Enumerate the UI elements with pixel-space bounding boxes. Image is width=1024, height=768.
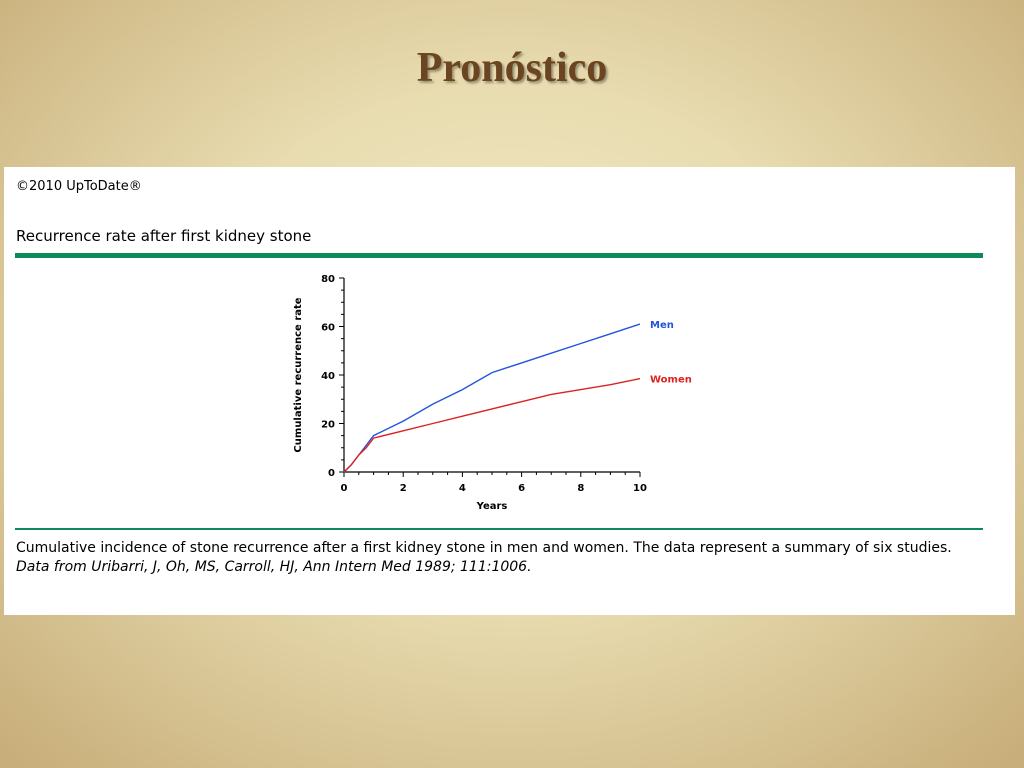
x-tick-label: 2 — [400, 483, 407, 494]
y-tick-label: 80 — [321, 274, 335, 285]
x-tick-label: 4 — [459, 483, 466, 494]
series-line-women — [343, 377, 641, 473]
y-tick-label: 0 — [328, 468, 335, 479]
y-axis-label: Cumulative recurrence rate — [293, 297, 304, 452]
figure-caption: Cumulative incidence of stone recurrence… — [16, 539, 991, 577]
figure-title: Recurrence rate after first kidney stone — [16, 227, 312, 245]
x-axis-label: Years — [476, 501, 508, 512]
y-tick-label: 40 — [321, 371, 335, 382]
x-tick-label: 8 — [577, 483, 584, 494]
x-tick-label: 6 — [518, 483, 525, 494]
series-label-men: Men — [650, 320, 674, 331]
series-label-women: Women — [650, 375, 692, 386]
copyright-notice: ©2010 UpToDate® — [16, 179, 142, 194]
y-tick-label: 20 — [321, 420, 335, 431]
caption-text: Cumulative incidence of stone recurrence… — [16, 540, 952, 556]
bottom-divider — [15, 528, 983, 530]
series-line-men — [343, 323, 641, 473]
x-tick-label: 0 — [341, 483, 348, 494]
x-tick-label: 10 — [633, 483, 647, 494]
y-tick-label: 60 — [321, 323, 335, 334]
top-divider — [15, 253, 983, 258]
recurrence-chart: 0 20 40 60 80 0 2 4 6 8 10 Years Cumulative recurren… — [293, 274, 692, 512]
source-citation: Data from Uribarri, J, Oh, MS, Carroll, … — [16, 559, 532, 575]
figure-panel: ©2010 UpToDate® Recurrence rate after fi… — [4, 167, 1015, 615]
slide-title: Pronóstico — [416, 45, 608, 91]
